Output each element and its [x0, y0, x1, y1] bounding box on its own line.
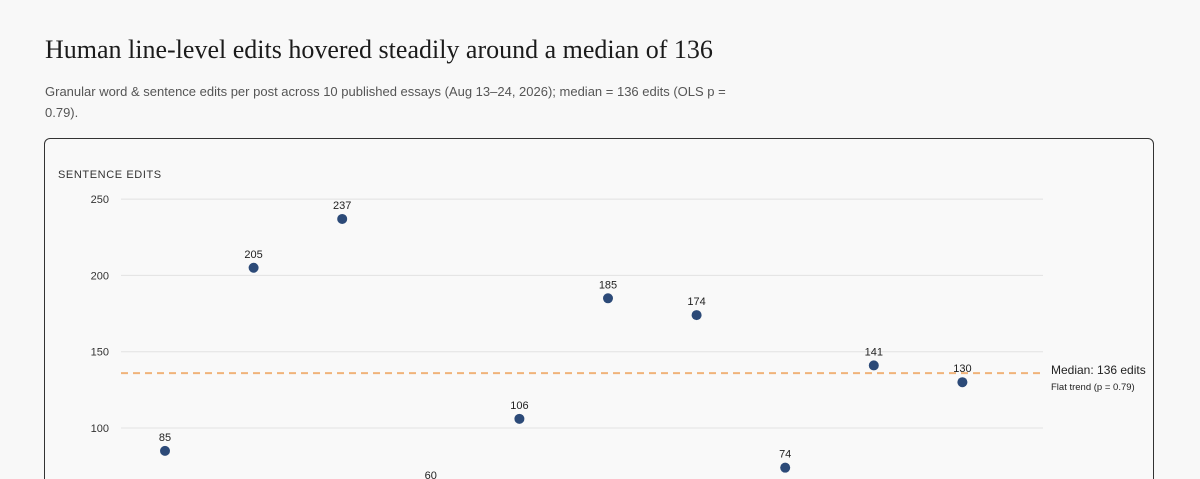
trend-note: Flat trend (p = 0.79): [1051, 382, 1135, 393]
y-tick-label: 250: [91, 194, 109, 206]
chart-subtitle: Granular word & sentence edits per post …: [45, 84, 726, 120]
data-label: 60: [425, 470, 437, 479]
data-label: 205: [244, 249, 262, 261]
data-point[interactable]: [160, 445, 170, 456]
y-axis-title: SENTENCE EDITS: [58, 169, 162, 181]
data-label: 237: [333, 200, 351, 212]
data-label: 106: [510, 400, 528, 412]
gridlines: [121, 198, 1043, 429]
data-points: [160, 213, 968, 473]
data-point[interactable]: [514, 413, 525, 424]
data-point[interactable]: [691, 310, 702, 321]
median-label: Median: 136 edits: [1051, 363, 1146, 377]
data-point[interactable]: [868, 360, 879, 371]
data-label: 185: [599, 279, 617, 291]
y-tick-label: 100: [91, 423, 109, 435]
data-point[interactable]: [780, 462, 791, 473]
data-labels: 85 205 237 60 106 185 174 74 141 130: [159, 200, 972, 479]
y-axis-ticks: 100 150 200 250: [91, 194, 109, 435]
scatter-chart: SENTENCE EDITS 100 150 200 250 Median: 136 …: [58, 169, 1146, 479]
data-point[interactable]: [603, 293, 613, 304]
data-label: 85: [159, 432, 171, 444]
data-point[interactable]: [248, 262, 259, 273]
chart-card: SENTENCE EDITS 100 150 200 250 Median: 136 …: [44, 138, 1154, 479]
data-point[interactable]: [957, 377, 968, 388]
data-label: 74: [779, 449, 791, 461]
data-label: 174: [687, 296, 705, 308]
y-tick-label: 150: [91, 347, 109, 359]
y-tick-label: 200: [91, 270, 109, 282]
data-label: 130: [953, 363, 971, 375]
data-point[interactable]: [337, 213, 348, 224]
data-label: 141: [865, 346, 883, 358]
chart-title: Human line-level edits hovered steadily …: [45, 35, 713, 64]
